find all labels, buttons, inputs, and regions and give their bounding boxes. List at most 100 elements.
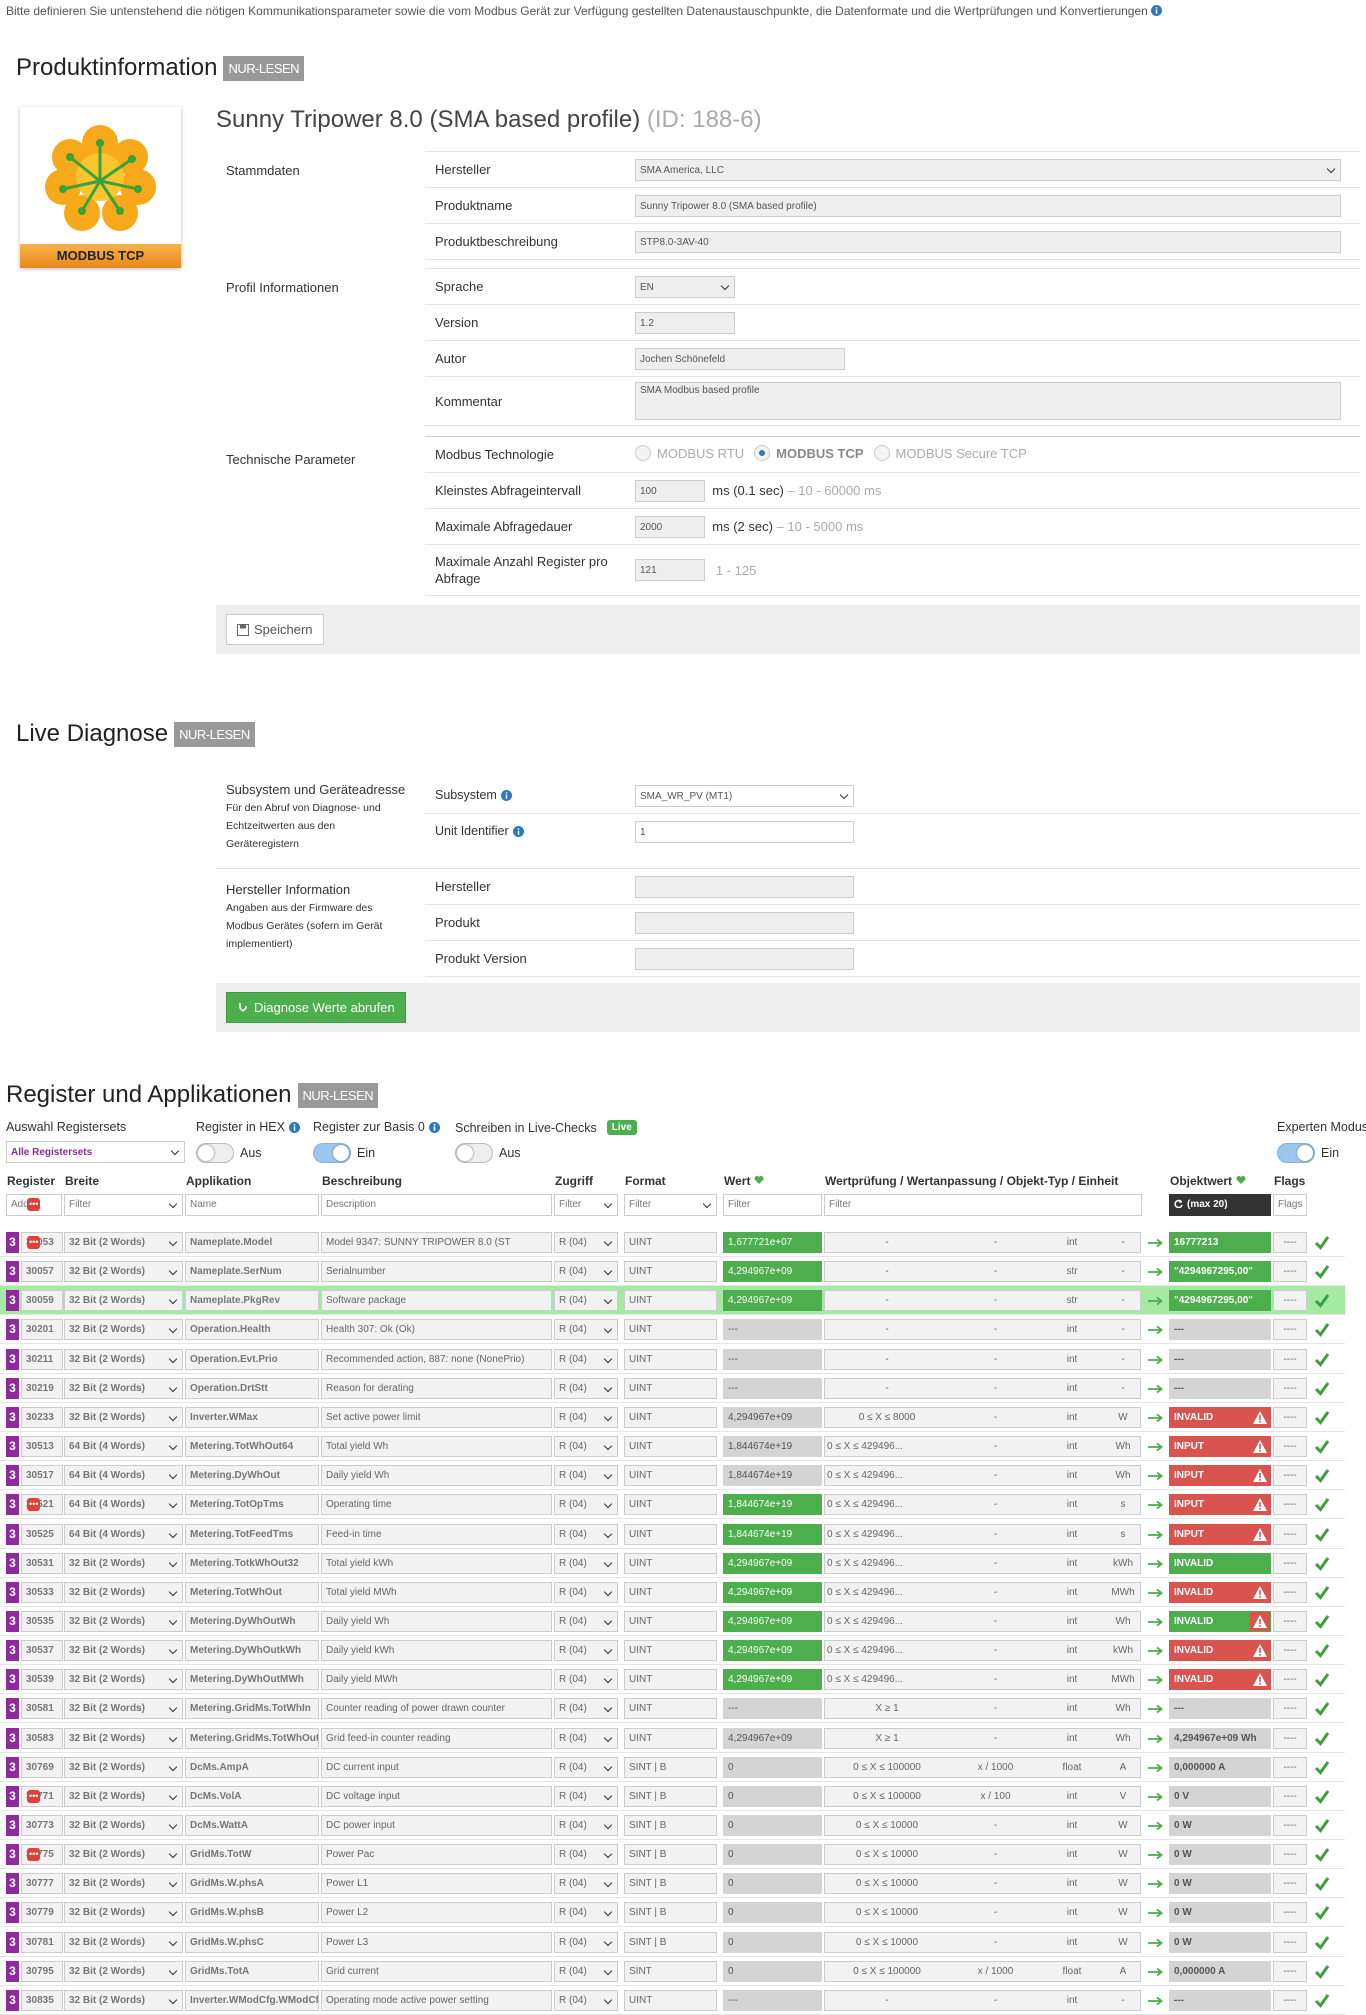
radio-option[interactable]: MODBUS RTU <box>635 445 744 461</box>
filter-input[interactable]: Filter <box>624 1194 717 1216</box>
register-row[interactable]: 3 30773 32 Bit (2 Words) DcMs.WattA DC power… <box>0 1811 1345 1840</box>
register-row[interactable]: 3 30537 32 Bit (2 Words) Metering.DyWhOutkW… <box>0 1636 1345 1666</box>
toggle-switch[interactable] <box>196 1143 234 1163</box>
info-icon[interactable] <box>512 826 524 837</box>
register-address: 30531 <box>21 1552 63 1574</box>
register-row[interactable]: 3 30581 32 Bit (2 Words) Metering.GridMs.To… <box>0 1694 1345 1724</box>
function-code: 3 <box>6 1552 19 1574</box>
format: UINT <box>624 1377 717 1399</box>
register-row[interactable]: 3 30057 32 Bit (2 Words) Nameplate.SerNum Se… <box>0 1257 1345 1287</box>
conv: - <box>993 1499 998 1511</box>
refresh-button[interactable]: (max 20) <box>1169 1194 1271 1216</box>
register-row[interactable]: 3 30777 32 Bit (2 Words) GridMs.W.phsA Power… <box>0 1869 1345 1899</box>
toggle-state: Aus <box>499 1146 521 1160</box>
range: – 10 - 5000 ms <box>776 519 864 534</box>
radio-option[interactable]: MODBUS Secure TCP <box>873 445 1027 461</box>
type: int <box>1066 1499 1078 1511</box>
application: Metering.DyWhOutkWh <box>185 1640 319 1662</box>
filter-placeholder: Filter <box>728 1199 751 1210</box>
select[interactable]: EN <box>635 275 735 298</box>
select[interactable]: SMA America, LLC <box>635 158 1341 181</box>
register-row[interactable]: 3 30531 32 Bit (2 Words) Metering.TotkWhOut… <box>0 1549 1345 1578</box>
save-button[interactable]: Speichern <box>226 614 324 645</box>
header-text: Flags <box>1274 1174 1306 1188</box>
arrow-icon <box>1148 1880 1163 1889</box>
function-code: 3 <box>6 1436 19 1458</box>
register-row[interactable]: 3 30233 32 Bit (2 Words) Inverter.WMax Set a… <box>0 1403 1345 1432</box>
diagnose-button[interactable]: Diagnose Werte abrufen <box>226 992 406 1023</box>
chevron <box>603 1383 613 1392</box>
flags: ---- <box>1273 1581 1307 1603</box>
filter-input[interactable]: Filter <box>64 1194 183 1216</box>
vendor-info: Hersteller Information Angaben aus der Fi… <box>216 868 1360 977</box>
format: UINT <box>624 1552 717 1574</box>
input[interactable]: 100 <box>635 479 705 502</box>
input[interactable]: 1 <box>635 820 854 843</box>
description: Set active power limit <box>321 1406 552 1428</box>
filter-input[interactable]: Name <box>185 1194 319 1216</box>
register-row[interactable]: 330521•••64 Bit (4 Words)Metering.TotOpT… <box>0 1490 1345 1520</box>
input[interactable]: STP8.0-3AV-40 <box>635 230 1341 253</box>
info-icon[interactable] <box>1151 5 1163 16</box>
register-row[interactable]: 3 30525 64 Bit (4 Words) Metering.TotFeedTm… <box>0 1520 1345 1549</box>
filter-input[interactable]: Filter <box>723 1194 822 1216</box>
register-row[interactable]: 3 30769 32 Bit (2 Words) DcMs.AmpA DC curren… <box>0 1753 1345 1782</box>
filter-input[interactable]: Flags <box>1273 1194 1307 1216</box>
arrow-icon <box>1148 1996 1163 2006</box>
select[interactable]: SMA_WR_PV (MT1) <box>635 784 854 807</box>
filter-input[interactable]: Filter <box>824 1194 1142 1216</box>
check-icon <box>1314 1556 1330 1571</box>
info-icon[interactable] <box>500 790 512 801</box>
toggle-switch[interactable] <box>1277 1143 1315 1163</box>
filter-input[interactable]: Add... ••• <box>6 1194 62 1216</box>
chevron <box>603 1412 613 1422</box>
register-row[interactable]: 3 30201 32 Bit (2 Words) Operation.Health He… <box>0 1315 1345 1345</box>
register-row[interactable]: 3 30533 32 Bit (2 Words) Metering.TotWhOut T… <box>0 1578 1345 1607</box>
register-row[interactable]: 3 30059 32 Bit (2 Words) Nameplate.PkgRev So… <box>0 1286 1345 1316</box>
register-row[interactable]: 3 30795 32 Bit (2 Words) GridMs.TotA Grid cu… <box>0 1957 1345 1986</box>
unit: - <box>1121 1382 1125 1394</box>
select[interactable]: Alle Registersets <box>6 1141 185 1163</box>
register-row[interactable]: 3 30211 32 Bit (2 Words) Operation.Evt.Prio… <box>0 1345 1345 1374</box>
register-row[interactable]: 3 30513 64 Bit (4 Words) Metering.TotWhOut6… <box>0 1432 1345 1462</box>
access-select: R (04) <box>554 1902 618 1924</box>
input[interactable]: Sunny Tripower 8.0 (SMA based profile) <box>635 194 1341 217</box>
input[interactable]: 2000 <box>635 515 705 538</box>
radio-dot[interactable] <box>873 445 890 461</box>
range: 0 ≤ X ≤ 429496... <box>827 1645 904 1657</box>
register-row[interactable]: 3 30835 32 Bit (2 Words) Inverter.WModCfg.W… <box>0 1986 1345 2015</box>
raw-value: 4,294967e+09 <box>723 1406 822 1428</box>
input[interactable]: 1.2 <box>635 311 735 334</box>
register-row[interactable]: 3 30517 64 Bit (4 Words) Metering.DyWhOut Da… <box>0 1461 1345 1491</box>
radio-dot[interactable] <box>754 445 771 461</box>
register-row[interactable]: 3 30535 32 Bit (2 Words) Metering.DyWhOutWh… <box>0 1607 1345 1636</box>
textarea[interactable]: SMA Modbus based profile <box>635 382 1341 420</box>
input[interactable] <box>635 875 854 898</box>
radio-dot[interactable] <box>635 445 651 461</box>
input[interactable]: Jochen Schönefeld <box>635 347 845 370</box>
input[interactable] <box>635 911 854 934</box>
toggle-switch[interactable] <box>455 1143 493 1163</box>
toggle-switch[interactable] <box>313 1143 351 1163</box>
flags: ---- <box>1273 1873 1307 1895</box>
filter-input[interactable]: Filter <box>554 1194 618 1216</box>
check-icon <box>1314 1935 1330 1950</box>
register-row[interactable]: 3 30779 32 Bit (2 Words) GridMs.W.phsB Power… <box>0 1898 1345 1928</box>
register-row[interactable]: 3 30539 32 Bit (2 Words) Metering.DyWhOutMW… <box>0 1665 1345 1695</box>
register-address: 30583 <box>21 1727 63 1749</box>
input[interactable]: 121 <box>635 559 705 581</box>
check-icon <box>1314 1236 1330 1250</box>
register-row[interactable]: 3 30219 32 Bit (2 Words) Operation.DrtStt Re… <box>0 1374 1345 1403</box>
register-row[interactable]: 330775•••32 Bit (2 Words)GridMs.TotWPowe… <box>0 1840 1345 1870</box>
register-row[interactable]: 3 30583 32 Bit (2 Words) Metering.GridMs.To… <box>0 1724 1345 1753</box>
radio-option[interactable]: MODBUS TCP <box>754 445 864 461</box>
register-address: 30233 <box>21 1406 63 1428</box>
format: SINT | B <box>624 1931 717 1953</box>
register-row[interactable]: 330053•••32 Bit (2 Words)Nameplate.Model… <box>0 1228 1345 1257</box>
range: 0 ≤ X ≤ 429496... <box>827 1528 904 1540</box>
filter-input[interactable]: Description <box>321 1194 552 1216</box>
register-row[interactable]: 3 30781 32 Bit (2 Words) GridMs.W.phsC Power… <box>0 1928 1345 1957</box>
input[interactable] <box>635 947 854 970</box>
application: Inverter.WModCfg.WModCfg <box>185 1989 319 2011</box>
